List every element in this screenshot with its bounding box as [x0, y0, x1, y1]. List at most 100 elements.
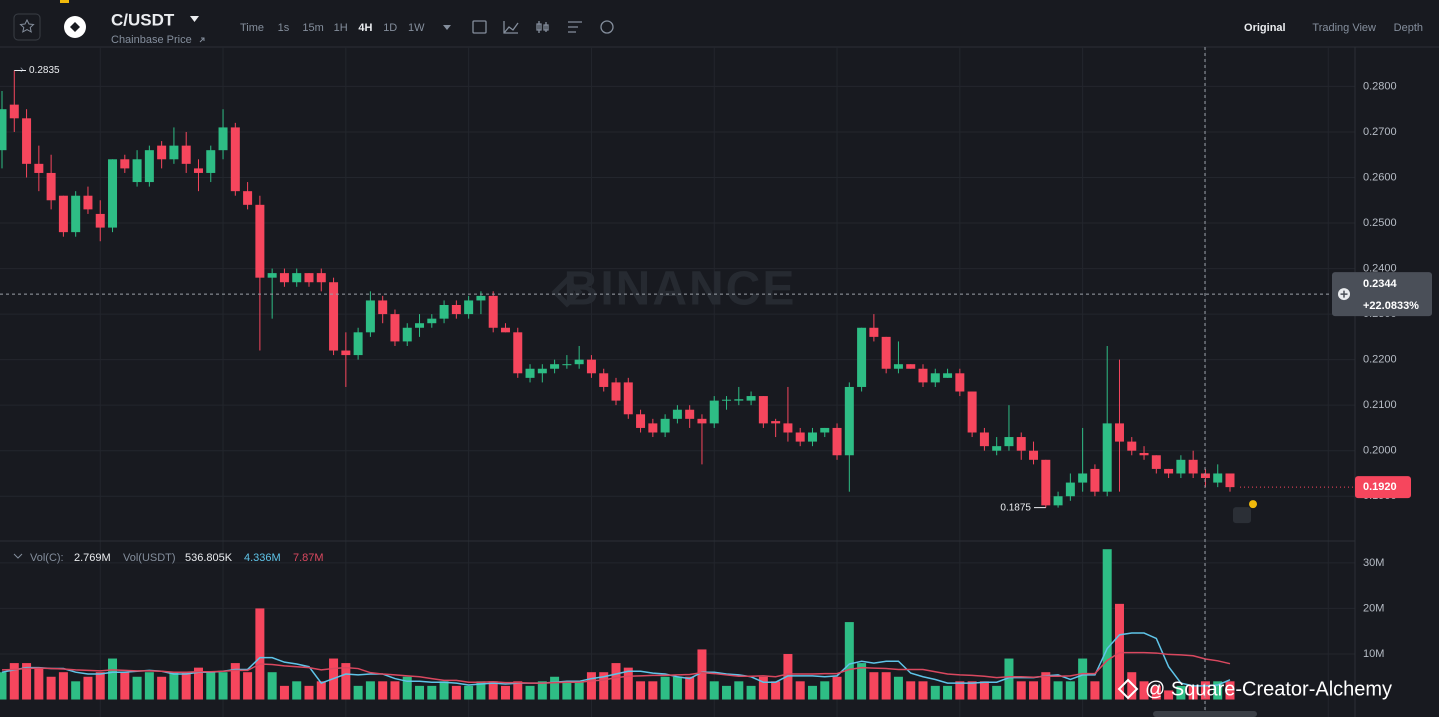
collapse-arrow[interactable]: › — [20, 64, 24, 76]
layout-icon[interactable] — [600, 20, 614, 34]
volume-bar — [537, 681, 547, 700]
volume-bar — [230, 663, 240, 700]
y-tick-label: 0.2200 — [1363, 354, 1397, 366]
y-tick-label: 0.2800 — [1363, 80, 1397, 92]
interval[interactable]: 1D — [383, 22, 397, 34]
interval[interactable]: 15m — [302, 22, 323, 34]
volume-legend: 2.769M — [74, 552, 111, 564]
candle-body — [1029, 450, 1039, 460]
volume-legend: 536.805K — [185, 552, 233, 564]
volume-bar — [169, 672, 179, 700]
interval[interactable]: 1H — [334, 22, 348, 34]
candle-body — [329, 282, 339, 351]
symbol[interactable]: C/USDT — [111, 10, 175, 29]
candle-body — [611, 382, 621, 401]
candle-body — [1164, 468, 1174, 474]
candle-body — [807, 432, 817, 442]
candle-body — [9, 104, 19, 119]
volume-bar — [783, 653, 793, 700]
volume-bar — [648, 681, 658, 700]
y-tick-label: 0.2100 — [1363, 399, 1397, 411]
candle-body — [1041, 459, 1051, 506]
volume-bar — [795, 681, 805, 700]
volume-bar — [1090, 681, 1100, 700]
candle-body — [734, 399, 744, 401]
symbol-dropdown[interactable] — [190, 16, 199, 22]
subtitle[interactable]: Chainbase Price — [111, 34, 192, 46]
candle-body — [746, 396, 756, 401]
view-tab[interactable]: Trading View — [1312, 22, 1376, 34]
candle-body — [230, 127, 240, 192]
y-tick-label: 0.2500 — [1363, 217, 1397, 229]
favorite-button[interactable] — [13, 13, 41, 41]
volume-bar — [697, 649, 707, 700]
settings-icon[interactable] — [568, 21, 582, 33]
volume-bar — [562, 681, 572, 700]
interval[interactable]: Time — [240, 22, 264, 34]
volume-bar — [9, 663, 19, 700]
volume-bar — [1041, 672, 1051, 700]
volume-bar — [181, 672, 191, 700]
view-tab[interactable]: Depth — [1394, 22, 1423, 34]
candle-body — [771, 421, 781, 424]
candle-body — [95, 213, 105, 228]
candle-body — [464, 300, 474, 315]
candle-body — [906, 364, 916, 369]
candle-body — [427, 318, 437, 324]
volume-bar — [955, 681, 965, 700]
candle-body — [574, 359, 584, 365]
volume-legend: Vol(USDT) — [123, 552, 176, 564]
y-tick-label: 10M — [1363, 648, 1384, 660]
candle-body — [869, 327, 879, 337]
star-icon — [19, 18, 35, 33]
interval[interactable]: 1s — [278, 22, 290, 34]
volume-bar — [108, 658, 118, 700]
candle-body — [586, 359, 596, 374]
volume-bar — [1139, 681, 1149, 700]
interval[interactable]: 4H — [358, 22, 372, 34]
candle-icon[interactable] — [536, 21, 549, 33]
credit-logo — [1117, 678, 1139, 700]
volume-bar — [439, 681, 449, 700]
candle-body — [34, 163, 44, 173]
volume-legend: Vol(C): — [30, 552, 64, 564]
candle-body — [71, 195, 81, 233]
volume-bar — [893, 676, 903, 700]
volume-bar — [758, 676, 768, 700]
candle-body — [1127, 441, 1137, 451]
volume-bar — [378, 681, 388, 700]
volume-bar — [623, 667, 633, 700]
volume-collapse[interactable] — [13, 553, 23, 559]
candle-body — [599, 373, 609, 387]
volume-bar — [746, 685, 756, 700]
order-dot — [1249, 500, 1257, 509]
more-intervals[interactable] — [443, 25, 451, 30]
view-tab[interactable]: Original — [1244, 22, 1286, 34]
volume-bar — [722, 685, 732, 700]
volume-bar — [1078, 658, 1088, 700]
volume-bar — [365, 681, 375, 700]
candle-body — [1016, 437, 1026, 451]
volume-bar — [636, 681, 646, 700]
volume-bar — [120, 672, 130, 700]
volume-bar — [279, 685, 289, 700]
candle-body — [243, 191, 253, 205]
candle-body — [292, 273, 302, 283]
indicator-icon[interactable] — [503, 21, 519, 34]
candle-body — [169, 145, 179, 160]
volume-bar — [95, 672, 105, 700]
volume-bar — [390, 681, 400, 700]
candle-body — [1114, 423, 1124, 442]
volume-bar — [83, 676, 93, 700]
candle-body — [390, 314, 400, 342]
interval[interactable]: 1W — [408, 22, 425, 34]
scrollbar[interactable] — [1153, 711, 1257, 717]
order-icon[interactable] — [1233, 507, 1251, 524]
candle-body — [992, 446, 1002, 451]
y-tick-label: 0.2000 — [1363, 445, 1397, 457]
candle-body — [1225, 473, 1235, 488]
volume-bar — [415, 685, 425, 700]
volume-bar — [144, 672, 154, 700]
candle-body — [132, 159, 142, 183]
calendar-icon[interactable] — [472, 20, 487, 34]
